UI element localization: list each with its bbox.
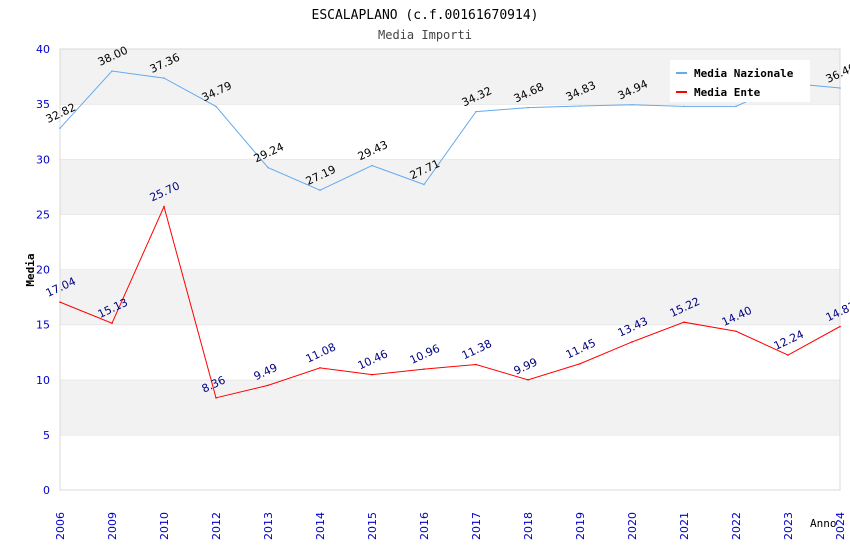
x-tick-label: 2014	[314, 512, 327, 540]
data-point	[423, 183, 425, 186]
series-line-media-ente	[59, 205, 841, 399]
grid-band	[60, 379, 840, 435]
y-tick-label: 25	[36, 208, 50, 221]
plot-border	[59, 48, 841, 491]
x-tick-label: 2019	[574, 512, 587, 540]
chart-title: ESCALAPLANO (c.f.00161670914)	[312, 8, 539, 23]
data-point	[111, 322, 113, 324]
y-tick-label: 35	[36, 98, 50, 111]
legend-label: Media Nazionale	[694, 67, 794, 80]
data-point	[319, 189, 321, 192]
grid-band	[60, 159, 840, 215]
data-point	[163, 77, 165, 79]
x-tick-label: 2012	[210, 512, 223, 540]
x-tick-label: 2021	[678, 512, 691, 540]
x-tick-label: 2013	[262, 512, 275, 540]
data-point	[163, 205, 165, 208]
data-point	[215, 105, 217, 108]
data-point	[631, 341, 633, 343]
x-tick-label: 2017	[470, 512, 483, 540]
data-point	[475, 110, 477, 113]
x-tick-label: 2010	[158, 512, 171, 540]
legend-label: Media Ente	[694, 86, 761, 99]
data-point	[527, 379, 529, 381]
y-tick-label: 40	[36, 43, 50, 56]
data-point	[579, 105, 581, 107]
data-point	[475, 363, 477, 366]
data-point	[59, 301, 61, 303]
y-tick-label: 0	[43, 484, 50, 497]
data-point	[59, 127, 61, 129]
x-tick-label: 2016	[418, 512, 431, 540]
data-point	[579, 362, 581, 365]
data-point	[111, 70, 113, 72]
data-point	[267, 166, 269, 169]
grid-band	[60, 324, 840, 380]
data-point	[267, 384, 269, 387]
data-point	[735, 330, 737, 333]
grid-band	[60, 434, 840, 490]
x-tick-label: 2024	[834, 512, 847, 540]
data-point	[839, 87, 841, 89]
grid-band	[60, 269, 840, 325]
y-tick-label: 10	[36, 374, 50, 387]
grid-band	[60, 104, 840, 160]
data-point	[683, 321, 685, 323]
series-line-media-nazionale	[59, 70, 841, 191]
grid-band	[60, 214, 840, 270]
x-tick-label: 2009	[106, 512, 119, 540]
data-point	[527, 106, 529, 109]
data-point	[683, 105, 685, 108]
x-tick-label: 2022	[730, 512, 743, 540]
chart-subtitle: Media Importi	[378, 28, 472, 42]
data-point	[319, 367, 321, 369]
x-tick-label: 2006	[54, 512, 67, 540]
data-point	[423, 368, 425, 370]
y-tick-label: 30	[36, 153, 50, 166]
y-tick-label: 15	[36, 319, 50, 332]
data-point	[839, 325, 841, 328]
legend: Media Nazionale Media Ente	[670, 60, 810, 102]
x-axis-label: Anno	[810, 517, 837, 530]
data-point	[787, 354, 789, 356]
x-tick-label: 2018	[522, 512, 535, 540]
data-point	[371, 164, 373, 167]
x-tick-label: 2023	[782, 512, 795, 540]
y-tick-label: 5	[43, 429, 50, 442]
data-point	[215, 397, 217, 399]
y-tick-label: 20	[36, 264, 50, 277]
y-axis-label: Media	[24, 253, 37, 286]
data-point	[371, 373, 373, 376]
data-point	[735, 105, 737, 108]
data-point	[631, 103, 633, 106]
x-tick-label: 2020	[626, 512, 639, 540]
x-tick-label: 2015	[366, 512, 379, 540]
